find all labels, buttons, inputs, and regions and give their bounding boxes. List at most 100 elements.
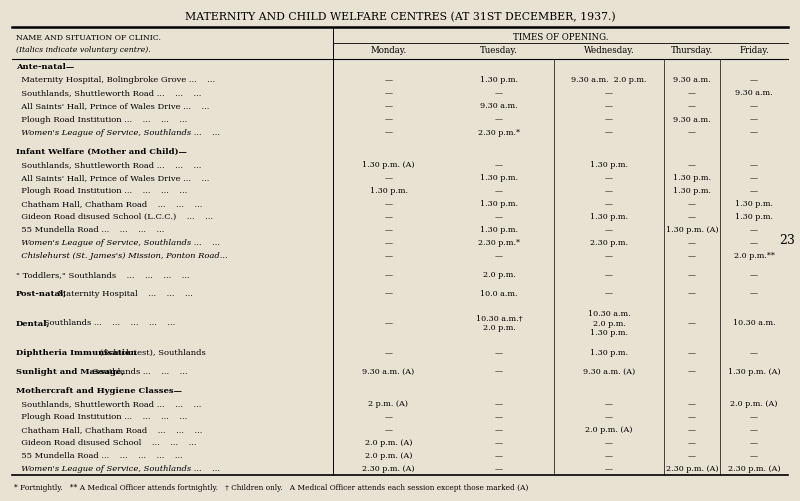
Text: Plough Road Institution ...    ...    ...    ...: Plough Road Institution ... ... ... ... (16, 412, 187, 420)
Text: —: — (750, 187, 758, 195)
Text: —: — (385, 102, 393, 110)
Text: —: — (688, 128, 696, 136)
Text: Monday.: Monday. (370, 46, 406, 55)
Text: 9.30 a.m.: 9.30 a.m. (673, 115, 711, 123)
Text: 1.30 p.m.: 1.30 p.m. (480, 226, 518, 234)
Text: —: — (750, 438, 758, 446)
Text: —: — (750, 349, 758, 356)
Text: —: — (688, 319, 696, 327)
Text: —: — (605, 451, 613, 459)
Text: —: — (605, 399, 613, 407)
Text: Friday.: Friday. (739, 46, 769, 55)
Text: Plough Road Institution ...    ...    ...    ...: Plough Road Institution ... ... ... ... (16, 115, 187, 123)
Text: —: — (750, 271, 758, 279)
Text: —: — (495, 451, 503, 459)
Text: Women's League of Service, Southlands ...    ...: Women's League of Service, Southlands ..… (16, 239, 220, 247)
Text: Post-natal,: Post-natal, (16, 289, 67, 297)
Text: —: — (688, 239, 696, 247)
Text: 9.30 a.m. (A): 9.30 a.m. (A) (583, 367, 635, 375)
Text: 2.0 p.m. (A): 2.0 p.m. (A) (586, 425, 633, 433)
Text: —: — (385, 115, 393, 123)
Text: 1.30 p.m.: 1.30 p.m. (590, 349, 628, 356)
Text: —: — (385, 226, 393, 234)
Text: —: — (385, 289, 393, 297)
Text: 1.30 p.m.: 1.30 p.m. (735, 213, 773, 221)
Text: —: — (495, 115, 503, 123)
Text: (Schick test), Southlands: (Schick test), Southlands (97, 349, 206, 356)
Text: —: — (385, 76, 393, 84)
Text: 2 p.m. (A): 2 p.m. (A) (369, 399, 409, 407)
Text: Gideon Road disused School (L.C.C.)    ...    ...: Gideon Road disused School (L.C.C.) ... … (16, 213, 213, 221)
Text: TIMES OF OPENING.: TIMES OF OPENING. (513, 33, 608, 42)
Text: Tuesday.: Tuesday. (480, 46, 518, 55)
Text: —: — (385, 128, 393, 136)
Text: 1.30 p.m.: 1.30 p.m. (590, 161, 628, 169)
Text: 2.0 p.m.: 2.0 p.m. (593, 319, 626, 327)
Text: 1.30 p.m. (A): 1.30 p.m. (A) (728, 367, 780, 375)
Text: 10.30 a.m.†: 10.30 a.m.† (476, 314, 522, 322)
Text: Thursday.: Thursday. (671, 46, 713, 55)
Text: 9.30 a.m.: 9.30 a.m. (480, 102, 518, 110)
Text: 1.30 p.m.: 1.30 p.m. (370, 187, 407, 195)
Text: 2.30 p.m.: 2.30 p.m. (590, 239, 628, 247)
Text: Southlands, Shuttleworth Road ...    ...    ...: Southlands, Shuttleworth Road ... ... ..… (16, 161, 202, 169)
Text: —: — (495, 89, 503, 97)
Text: 2.30 p.m. (A): 2.30 p.m. (A) (728, 464, 780, 472)
Text: —: — (605, 102, 613, 110)
Text: Gideon Road disused School    ...    ...    ...: Gideon Road disused School ... ... ... (16, 438, 197, 446)
Text: —: — (605, 271, 613, 279)
Text: Southlands ...    ...    ...: Southlands ... ... ... (90, 367, 187, 375)
Text: —: — (750, 239, 758, 247)
Text: —: — (688, 213, 696, 221)
Text: —: — (385, 200, 393, 208)
Text: 1.30 p.m.: 1.30 p.m. (590, 213, 628, 221)
Text: 2.30 p.m. (A): 2.30 p.m. (A) (666, 464, 718, 472)
Text: —: — (495, 412, 503, 420)
Text: —: — (750, 115, 758, 123)
Text: —: — (495, 252, 503, 260)
Text: Plough Road Institution ...    ...    ...    ...: Plough Road Institution ... ... ... ... (16, 187, 187, 195)
Text: —: — (385, 425, 393, 433)
Text: 10.30 a.m.: 10.30 a.m. (733, 319, 775, 327)
Text: Southlands, Shuttleworth Road ...    ...    ...: Southlands, Shuttleworth Road ... ... ..… (16, 89, 202, 97)
Text: —: — (750, 174, 758, 182)
Text: —: — (605, 226, 613, 234)
Text: —: — (385, 174, 393, 182)
Text: —: — (605, 412, 613, 420)
Text: —: — (688, 102, 696, 110)
Text: —: — (385, 213, 393, 221)
Text: —: — (750, 451, 758, 459)
Text: —: — (385, 89, 393, 97)
Text: —: — (605, 200, 613, 208)
Text: 55 Mundella Road ...    ...    ...    ...    ...: 55 Mundella Road ... ... ... ... ... (16, 451, 182, 459)
Text: —: — (495, 367, 503, 375)
Text: —: — (750, 289, 758, 297)
Text: —: — (495, 213, 503, 221)
Text: —: — (750, 128, 758, 136)
Text: —: — (385, 271, 393, 279)
Text: Sunlight and Massage,: Sunlight and Massage, (16, 367, 124, 375)
Text: —: — (495, 438, 503, 446)
Text: —: — (750, 102, 758, 110)
Text: 2.0 p.m.: 2.0 p.m. (482, 324, 515, 332)
Text: —: — (605, 289, 613, 297)
Text: —: — (750, 412, 758, 420)
Text: —: — (688, 252, 696, 260)
Text: —: — (605, 464, 613, 472)
Text: Women's League of Service, Southlands ...    ...: Women's League of Service, Southlands ..… (16, 464, 220, 472)
Text: 10.30 a.m.: 10.30 a.m. (588, 310, 630, 318)
Text: —: — (688, 289, 696, 297)
Text: —: — (688, 412, 696, 420)
Text: 2.30 p.m.*: 2.30 p.m.* (478, 239, 520, 247)
Text: —: — (605, 252, 613, 260)
Text: Southlands, Shuttleworth Road ...    ...    ...: Southlands, Shuttleworth Road ... ... ..… (16, 399, 202, 407)
Text: Maternity Hospital, Bolingbroke Grove ...    ...: Maternity Hospital, Bolingbroke Grove ..… (16, 76, 215, 84)
Text: NAME AND SITUATION OF CLINIC.: NAME AND SITUATION OF CLINIC. (16, 34, 161, 42)
Text: 2.0 p.m. (A): 2.0 p.m. (A) (365, 451, 412, 459)
Text: —: — (688, 451, 696, 459)
Text: —: — (495, 399, 503, 407)
Text: —: — (385, 239, 393, 247)
Text: —: — (688, 89, 696, 97)
Text: —: — (750, 76, 758, 84)
Text: —: — (750, 161, 758, 169)
